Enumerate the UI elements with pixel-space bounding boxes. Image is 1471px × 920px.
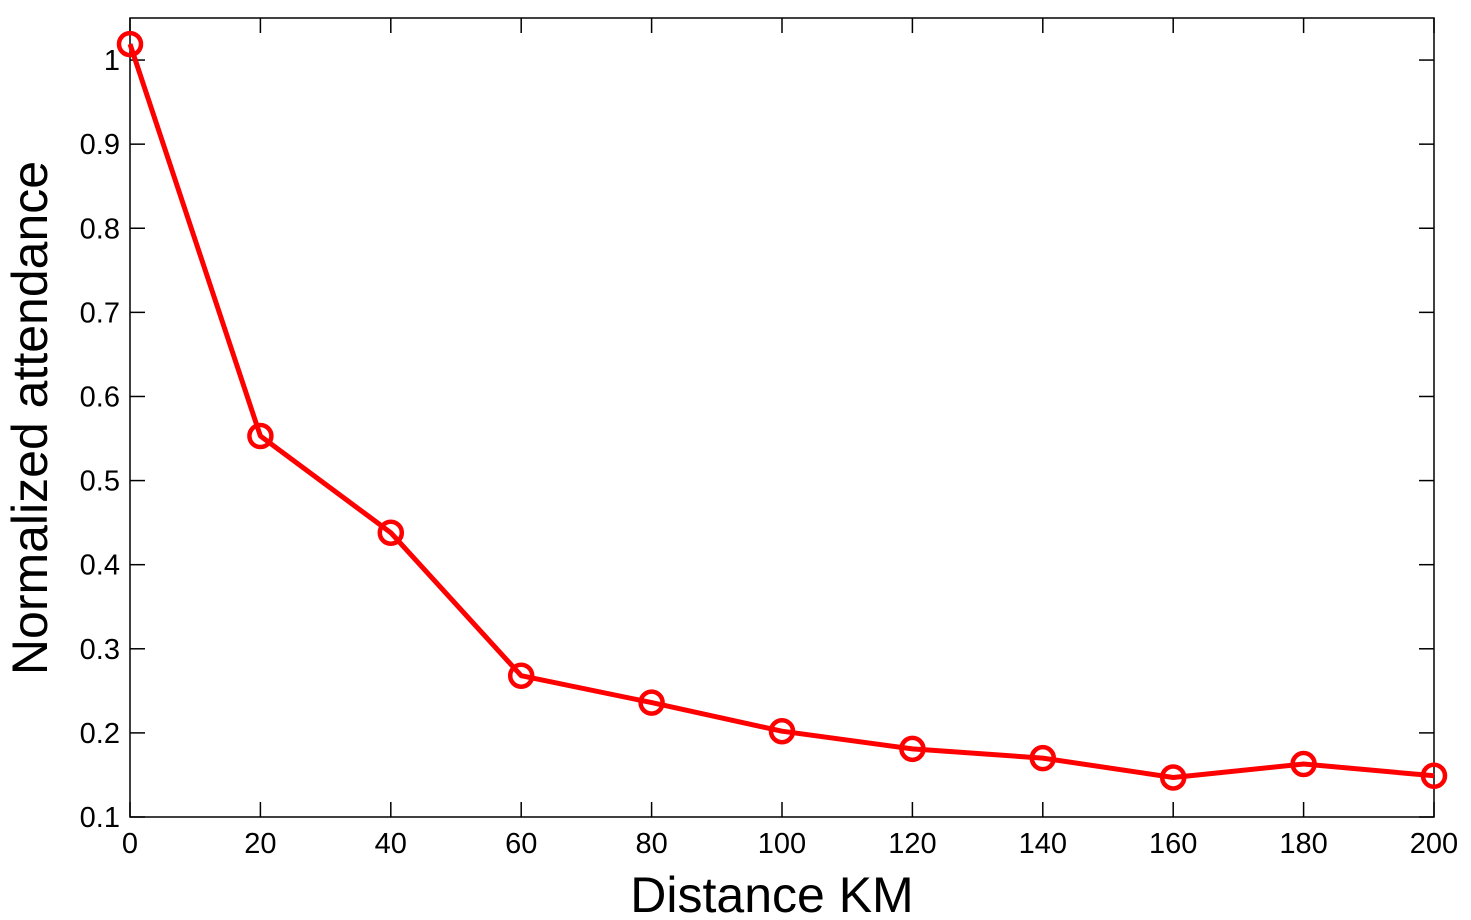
x-tick-label: 180 [1279, 828, 1327, 860]
series-line [127, 43, 1435, 780]
data-point [1159, 764, 1187, 791]
y-tick-label: 0.1 [80, 802, 120, 834]
y-tick-label: 0.9 [80, 129, 120, 161]
x-axis-ticks: 0 20 40 60 80 100 120 140 160 180 200 [122, 18, 1458, 860]
data-point [1290, 750, 1317, 778]
data-point [638, 689, 665, 716]
data-point [899, 735, 926, 763]
data-point [1420, 762, 1448, 790]
x-tick-label: 80 [635, 828, 667, 860]
x-tick-label: 40 [375, 828, 407, 860]
y-axis-ticks: 0.1 0.2 0.3 0.4 0.5 0.6 0.7 0.8 0.9 1 [80, 45, 1434, 834]
y-tick-label: 0.5 [80, 466, 120, 498]
data-point [116, 30, 144, 58]
series-layer [116, 30, 1448, 791]
y-tick-label: 0.6 [80, 381, 120, 413]
y-tick-label: 1 [104, 45, 120, 77]
x-tick-label: 100 [758, 828, 806, 860]
data-point [377, 519, 405, 546]
y-tick-label: 0.8 [80, 213, 120, 245]
x-tick-label: 60 [505, 828, 537, 860]
x-tick-label: 200 [1410, 828, 1458, 860]
x-tick-label: 20 [244, 828, 276, 860]
x-axis-title: Distance KM [630, 867, 913, 920]
x-tick-label: 140 [1019, 828, 1067, 860]
x-tick-label: 120 [888, 828, 936, 860]
data-point [768, 717, 796, 745]
y-tick-label: 0.2 [80, 718, 120, 750]
plot-area [129, 17, 1435, 818]
data-point [507, 662, 535, 689]
data-point [1029, 744, 1057, 772]
data-point [247, 422, 274, 450]
x-tick-label: 0 [122, 828, 138, 860]
y-tick-label: 0.3 [80, 634, 120, 666]
y-tick-label: 0.4 [80, 550, 120, 582]
x-tick-label: 160 [1149, 828, 1197, 860]
y-tick-label: 0.7 [80, 297, 120, 329]
y-axis-title: Normalized attendance [2, 161, 58, 675]
